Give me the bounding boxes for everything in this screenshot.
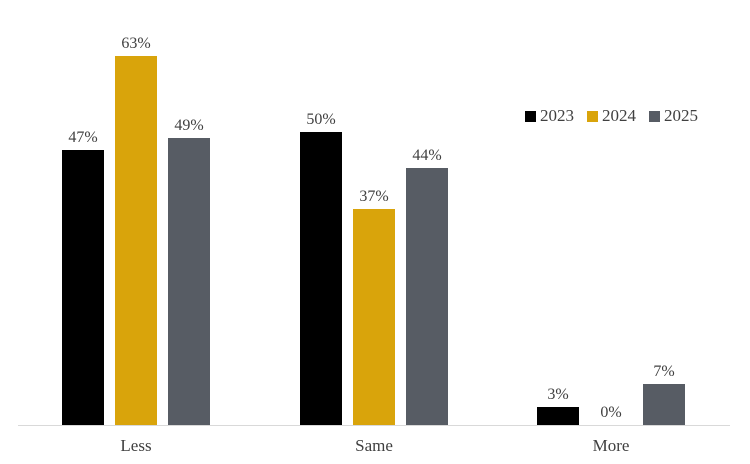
legend-swatch-icon-2024 — [587, 110, 598, 122]
bar-2023-same — [300, 132, 342, 425]
value-label-2024-less: 63% — [121, 35, 151, 52]
category-label-less: Less — [120, 436, 152, 455]
chart-legend: 2023 2024 2025 — [525, 106, 698, 126]
legend-item-2023: 2023 — [525, 106, 574, 126]
legend-label-2023: 2023 — [540, 106, 574, 125]
bar-2023-less — [62, 150, 104, 425]
value-label-2025-less: 49% — [174, 117, 204, 134]
legend-swatch-icon-2025 — [649, 110, 660, 122]
category-label-more: More — [592, 436, 630, 455]
value-label-2025-more: 7% — [653, 363, 675, 380]
bar-2024-same — [353, 209, 395, 425]
legend-label-2024: 2024 — [602, 106, 636, 125]
legend-item-2024: 2024 — [587, 106, 636, 126]
legend-swatch-icon-2023 — [525, 110, 536, 122]
bar-2023-more — [537, 407, 579, 425]
bar-2025-same — [406, 168, 448, 425]
legend-label-2025: 2025 — [664, 106, 698, 125]
value-label-2023-same: 50% — [306, 111, 336, 128]
category-label-same: Same — [355, 436, 393, 455]
value-label-2025-same: 44% — [412, 147, 442, 164]
bar-2024-less — [115, 56, 157, 425]
value-label-2024-more: 0% — [600, 404, 622, 421]
value-label-2024-same: 37% — [359, 188, 389, 205]
value-label-2023-less: 47% — [68, 129, 98, 146]
legend-item-2025: 2025 — [649, 106, 698, 126]
x-axis-line — [18, 425, 730, 426]
bar-2025-more — [643, 384, 685, 425]
bar-2025-less — [168, 138, 210, 425]
value-label-2023-more: 3% — [547, 386, 569, 403]
